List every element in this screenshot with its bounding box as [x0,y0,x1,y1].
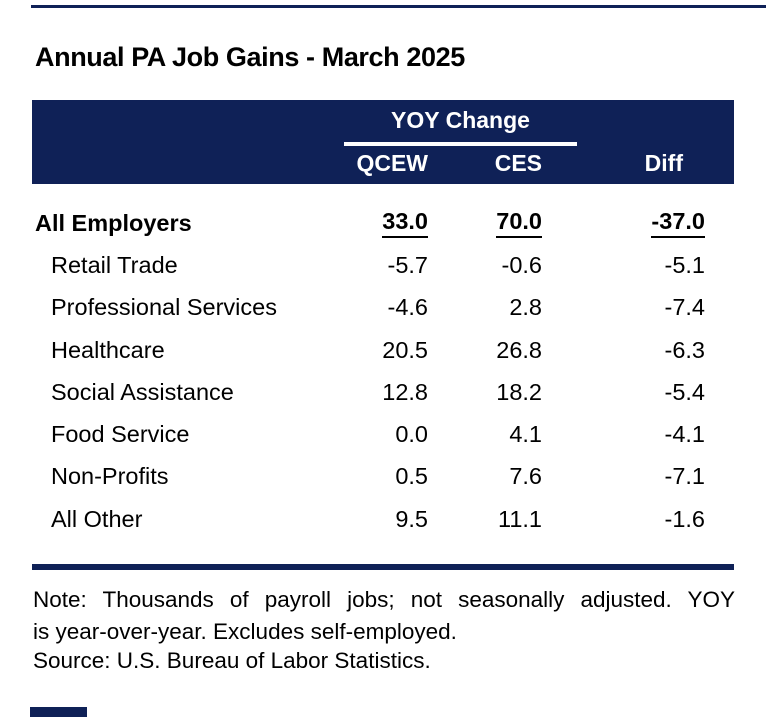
group-header-yoy-change: YOY Change [391,107,530,133]
row-label: Social Assistance [51,378,234,405]
qcew-value: -4.6 [387,294,429,321]
qcew-value: 0.0 [395,421,428,448]
column-header-row: QCEW CES Diff [32,150,705,177]
qcew-value-underlined: 33.0 [382,209,428,238]
note-line-2: is year-over-year. Excludes self-employe… [33,619,457,644]
diff-value: -37.0 [542,208,705,238]
diff-value: -5.1 [664,251,706,278]
qcew-value: -5.7 [387,251,429,278]
qcew-value: 33.0 [336,208,428,238]
note-block: Note: Thousands of payroll jobs; not sea… [33,584,735,648]
ces-value: 2.8 [509,294,542,321]
row-label: Non-Profits [51,463,169,490]
figure-title: Annual PA Job Gains - March 2025 [35,42,465,72]
diff-value: -4.1 [664,421,706,448]
column-header-diff: Diff [644,150,683,176]
row-label: Food Service [51,421,190,448]
top-crop-rule [31,5,766,8]
ces-value: 26.8 [496,336,542,363]
row-label: Professional Services [51,294,277,321]
ces-value: 70.0 [428,208,542,238]
ces-value: 11.1 [498,505,542,532]
ces-value: 7.6 [509,463,542,490]
ces-value: 4.1 [509,421,542,448]
qcew-value: 20.5 [382,336,428,363]
qcew-value: 12.8 [382,378,428,405]
row-label: All Other [51,505,143,532]
column-header-qcew: QCEW [356,150,428,176]
note-line-1: Note: Thousands of payroll jobs; not sea… [33,587,735,612]
ces-value-underlined: 70.0 [496,209,542,238]
row-label: Healthcare [51,336,165,363]
source-note: Source: U.S. Bureau of Labor Statistics. [33,648,431,673]
qcew-value: 9.5 [395,505,428,532]
column-header-ces: CES [494,150,542,176]
table-body: All Employers 33.0 70.0 -37.0 Retail Trade -5… [32,202,705,540]
diff-value-underlined: -37.0 [651,209,705,238]
column-header-blank [32,150,336,177]
row-label: Retail Trade [51,251,178,278]
diff-value: -1.6 [664,505,706,532]
table-header-band: YOY Change QCEW CES Diff [32,100,734,184]
diff-value: -7.1 [664,463,706,490]
ces-value: 18.2 [496,378,542,405]
row-label: All Employers [35,209,192,236]
ces-value: -0.6 [501,251,543,278]
diff-value: -7.4 [664,294,706,321]
table-bottom-rule [32,564,734,570]
group-header-underline [344,142,577,146]
qcew-value: 0.5 [395,463,428,490]
bottom-crop-mark [30,707,87,717]
diff-value: -6.3 [664,336,706,363]
diff-value: -5.4 [664,378,706,405]
